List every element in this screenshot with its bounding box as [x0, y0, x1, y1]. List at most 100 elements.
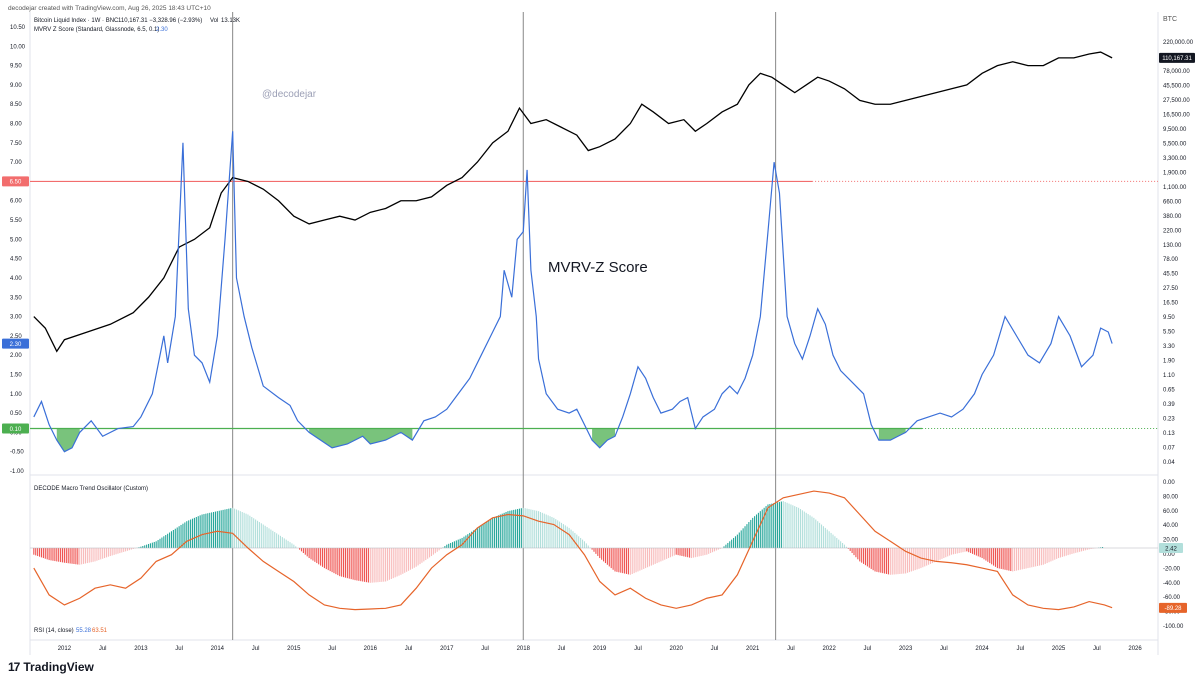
left-tick-label: 2.00	[10, 353, 22, 359]
created-label: decodejar created with TradingView.com, …	[8, 5, 211, 12]
x-tick-label: 2024	[975, 646, 989, 652]
left-tick-label: 8.00	[10, 122, 22, 128]
undervalued-zone	[592, 428, 616, 448]
mvrv-annotation: MVRV-Z Score	[548, 259, 648, 276]
left-tick-label: 7.50	[10, 141, 22, 147]
right-tick-label: 0.23	[1163, 417, 1175, 423]
oscillator-tick-label: 40.00	[1163, 523, 1179, 529]
symbol-label: Bitcoin Liquid Index · 1W · BNC	[34, 18, 119, 24]
mvrv-last-badge-bg	[2, 338, 29, 349]
oscillator-tick-label: 20.00	[1163, 538, 1179, 544]
left-tick-label: 1.00	[10, 392, 22, 398]
rsi-value-1: 55.28	[76, 628, 92, 634]
vol-label: Vol	[210, 18, 218, 24]
right-tick-label: 1.90	[1163, 359, 1175, 365]
x-tick-label: 2018	[517, 646, 531, 652]
right-tick-label: 0.13	[1163, 431, 1175, 437]
x-tick-label: 2025	[1052, 646, 1066, 652]
lower-band-badge: 0.10	[10, 427, 22, 433]
right-tick-label: 27.50	[1163, 286, 1179, 292]
rsi-label: RSI (14, close)	[34, 628, 74, 634]
left-tick-label: 3.50	[10, 295, 22, 301]
left-tick-label: 10.00	[10, 44, 26, 50]
mvrv-polyline	[33, 131, 1113, 453]
right-tick-label: 1,900.00	[1163, 170, 1187, 176]
mvrv-line	[33, 131, 1113, 453]
left-tick-label: 5.00	[10, 237, 22, 243]
right-tick-label: 78,000.00	[1163, 69, 1190, 75]
mvrv-label: MVRV Z Score (Standard, Glassnode, 6.5, …	[34, 27, 159, 33]
right-tick-label: 16,500.00	[1163, 112, 1190, 118]
rsi-last-badge: -89.28	[1164, 606, 1182, 612]
x-tick-label: 2019	[593, 646, 607, 652]
right-tick-label: 5,500.00	[1163, 141, 1187, 147]
left-tick-label: 4.00	[10, 276, 22, 282]
x-axis: 2012 Jul 2013 Jul 2014 Jul 2015 Jul 2016 Jul 2017 J…	[58, 646, 1143, 652]
x-tick-label: 2012	[58, 646, 72, 652]
x-tick-label: 2015	[287, 646, 301, 652]
right-tick-label: 1.10	[1163, 373, 1175, 379]
oscillator-tick-label: -60.00	[1163, 595, 1181, 601]
rsi-last-badge-bg	[1159, 602, 1187, 613]
oscillator-tick-label: 0.00	[1163, 552, 1175, 558]
left-tick-label: 8.50	[10, 102, 22, 108]
right-tick-label: 660.00	[1163, 199, 1182, 205]
currency-label: BTC	[1163, 16, 1177, 23]
rsi-line	[33, 490, 1113, 611]
rsi-value-2: 63.51	[92, 628, 108, 634]
left-tick-label: 1.50	[10, 372, 22, 378]
x-tick-label: Jul	[1093, 646, 1101, 652]
right-tick-label: 27,500.00	[1163, 98, 1190, 104]
oscillator-tick-label: 0.00	[1163, 480, 1175, 486]
x-tick-label: Jul	[328, 646, 336, 652]
upper-band-badge-bg	[2, 176, 29, 187]
right-tick-label: 220.00	[1163, 228, 1182, 234]
right-tick-label: 78.00	[1163, 257, 1179, 263]
left-tick-label: 4.50	[10, 257, 22, 263]
ohlc-label: 110,167.31 −3,328.96 (−2.93%)	[118, 18, 202, 24]
value-badges: 6.50 0.10 2.30 110,167.31 2.42 -89.28	[2, 52, 1195, 613]
x-tick-label: Jul	[634, 646, 642, 652]
upper-band-badge: 6.50	[10, 180, 22, 186]
oscillator-tick-label: -100.00	[1163, 624, 1184, 630]
right-tick-label: 9.50	[1163, 315, 1175, 321]
left-tick-label: 7.00	[10, 160, 22, 166]
x-tick-label: Jul	[864, 646, 872, 652]
right-tick-label: 0.65	[1163, 388, 1175, 394]
x-tick-label: Jul	[558, 646, 566, 652]
right-tick-label: 9,500.00	[1163, 127, 1187, 133]
left-tick-label: -0.50	[10, 450, 24, 456]
right-tick-label: 220,000.00	[1163, 40, 1194, 46]
right-tick-label: 16.50	[1163, 301, 1179, 307]
tradingview-brand: TradingView	[23, 660, 94, 674]
x-tick-label: Jul	[481, 646, 489, 652]
rsi-polyline	[33, 490, 1113, 611]
mvrv-last-badge: 2.30	[10, 342, 22, 348]
undervalued-fill	[56, 428, 906, 452]
oscillator-tick-label: 80.00	[1163, 494, 1179, 500]
right-tick-label: 45,500.00	[1163, 83, 1190, 89]
oscillator-last-badge-bg	[1159, 543, 1183, 553]
x-tick-label: 2021	[746, 646, 760, 652]
mvrv-value: 2.30	[156, 27, 168, 33]
left-tick-label: 9.00	[10, 83, 22, 89]
x-tick-label: 2020	[670, 646, 684, 652]
left-tick-label: -1.00	[10, 469, 24, 475]
right-tick-label: 45.50	[1163, 272, 1179, 278]
x-tick-label: 2014	[211, 646, 225, 652]
oscillator-last-badge: 2.42	[1165, 546, 1177, 552]
undervalued-zone	[56, 428, 80, 452]
vol-value: 13.13K	[221, 18, 240, 24]
x-tick-label: 2013	[134, 646, 148, 652]
right-tick-label: 0.39	[1163, 402, 1175, 408]
x-tick-label: Jul	[787, 646, 795, 652]
right-tick-label: 3.30	[1163, 344, 1175, 350]
x-tick-label: 2026	[1128, 646, 1142, 652]
price-last-badge-bg	[1159, 52, 1195, 63]
oscillator-label: DECODE Macro Trend Oscillator (Custom)	[34, 486, 148, 492]
oscillator-tick-label: -20.00	[1163, 566, 1181, 572]
x-tick-label: 2023	[899, 646, 913, 652]
tradingview-logo-icon: 17	[8, 660, 20, 674]
oscillator-tick-label: 60.00	[1163, 509, 1179, 515]
right-tick-label: 3,300.00	[1163, 156, 1187, 162]
